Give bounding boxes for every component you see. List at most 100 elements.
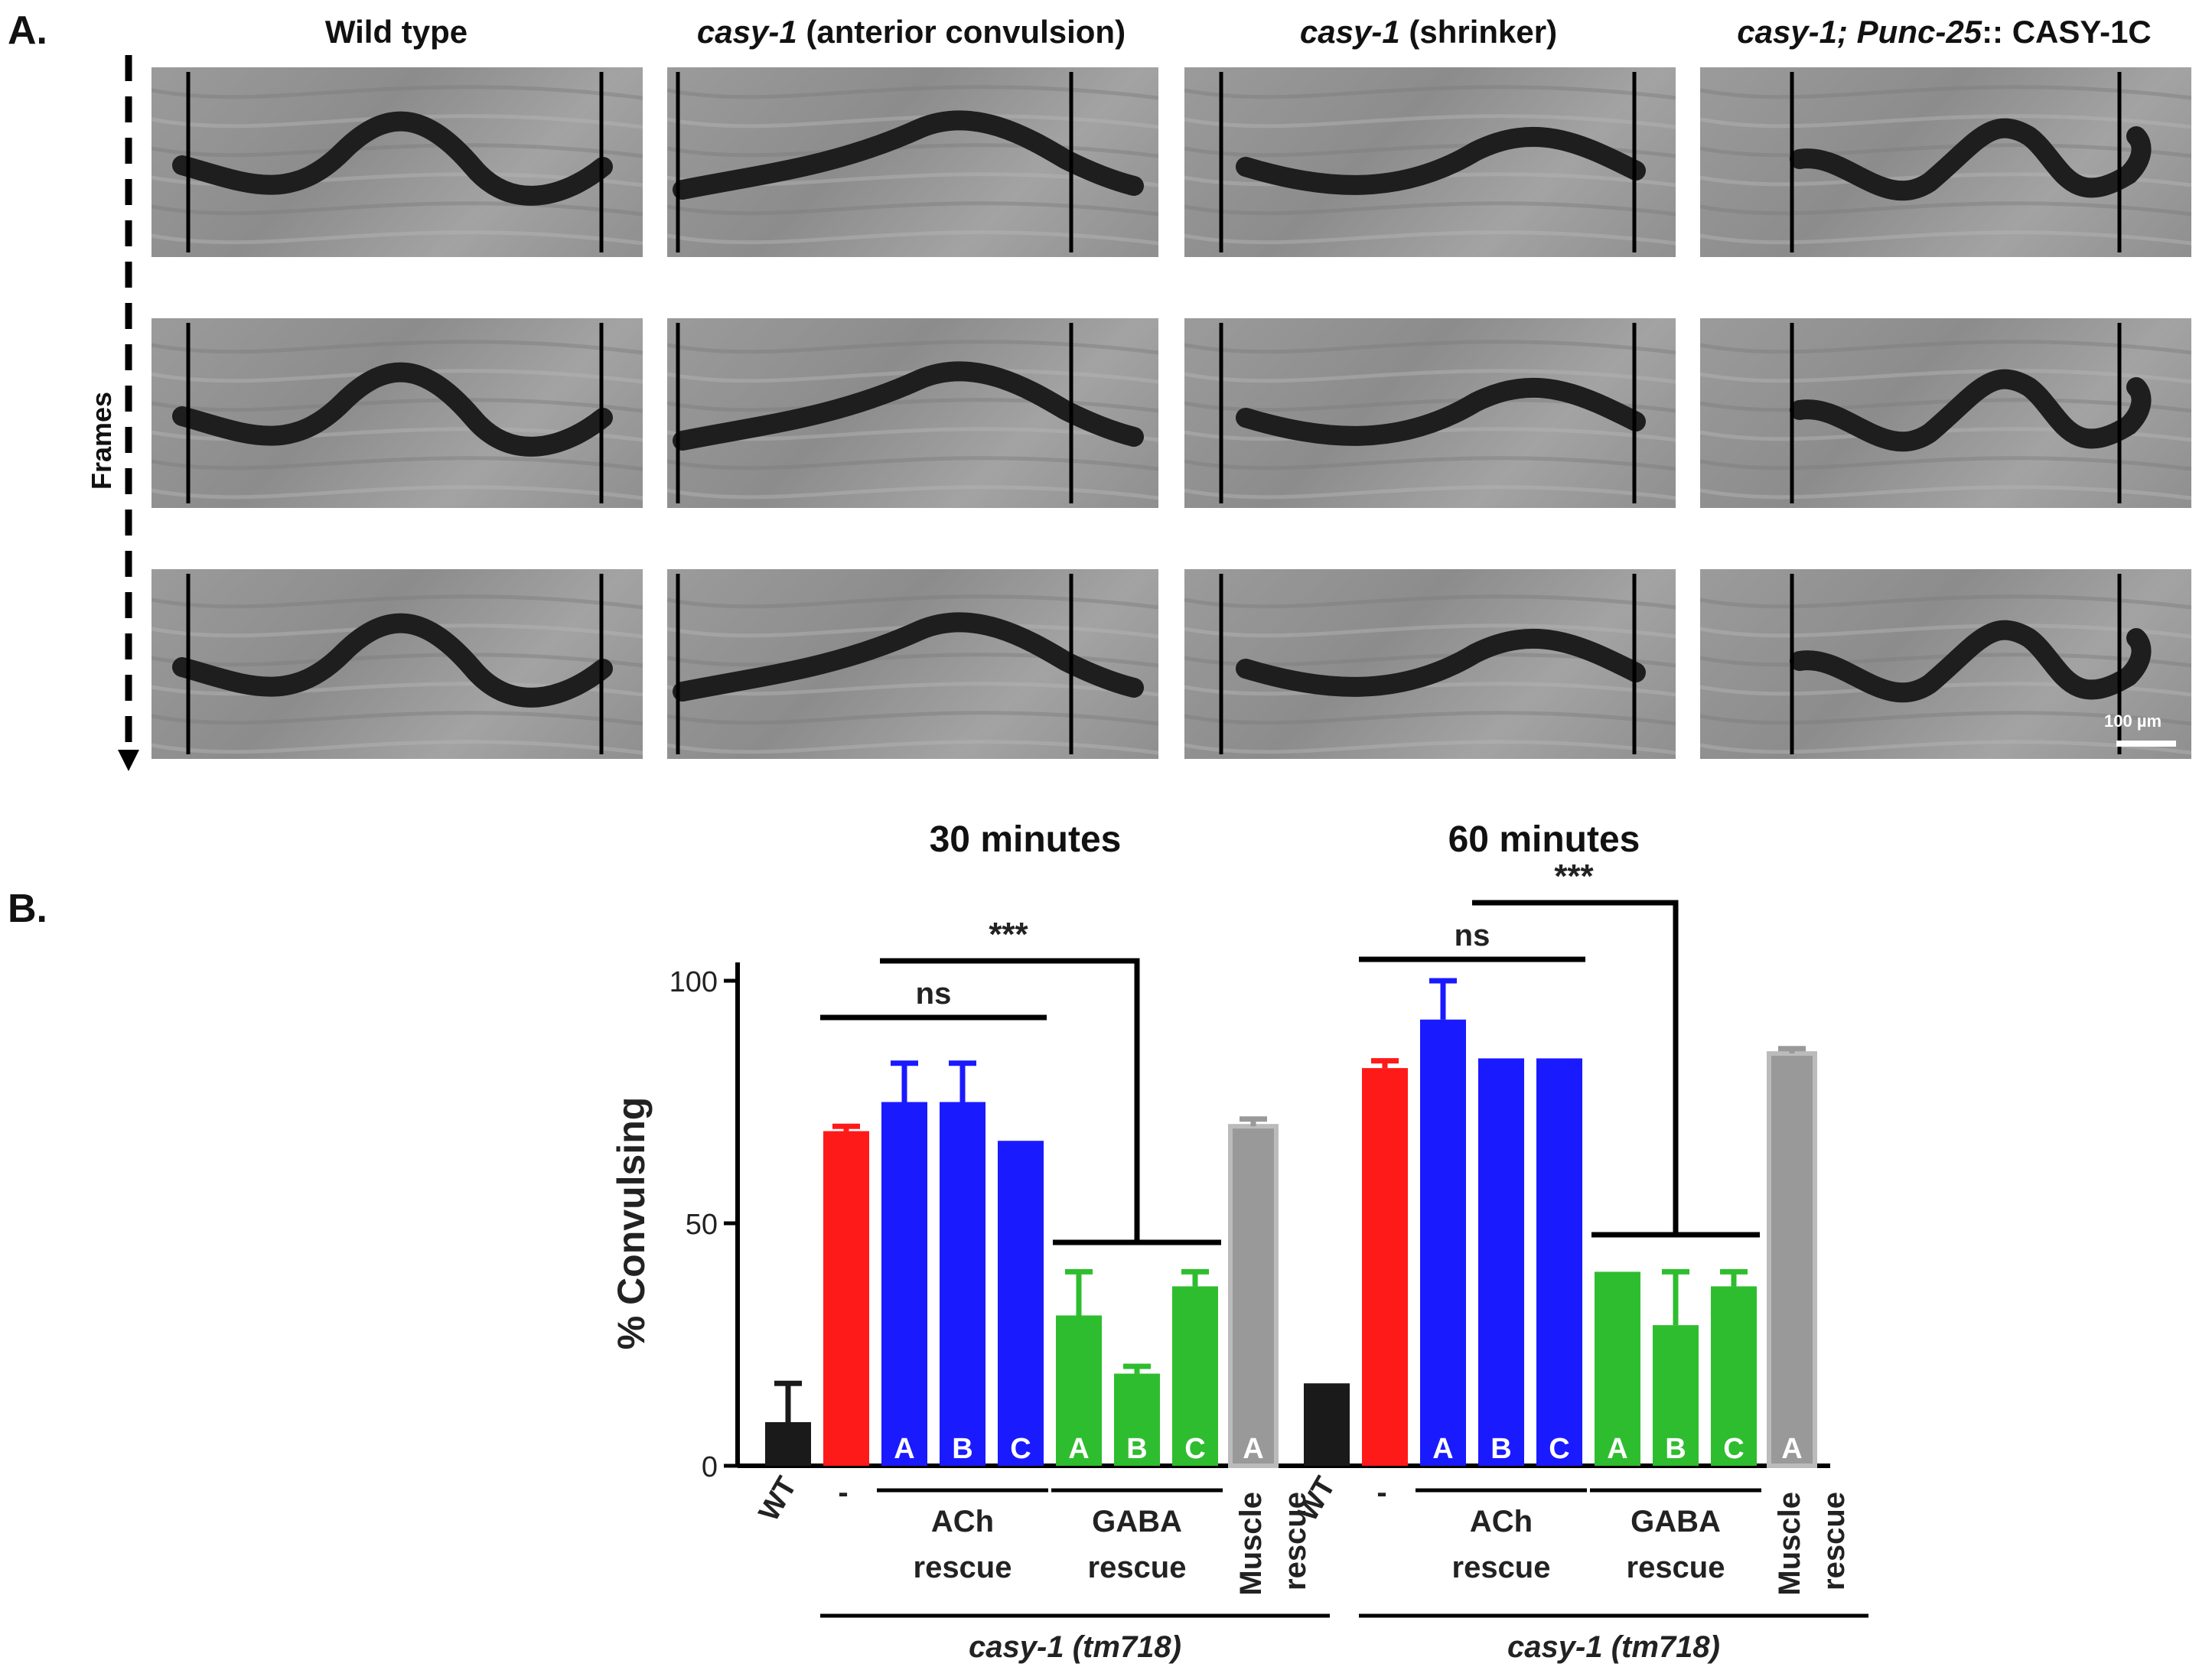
worm-micrograph <box>1700 323 2191 503</box>
agar-texture <box>1700 594 2191 610</box>
agar-texture <box>1700 201 2191 217</box>
agar-texture <box>1700 369 2191 384</box>
group-label-line2: rescue <box>914 1551 1012 1584</box>
agar-texture <box>1700 623 2191 639</box>
bar-letter-label: B <box>952 1433 972 1465</box>
agar-texture <box>1700 653 2191 668</box>
bar-letter-label: C <box>1723 1433 1744 1465</box>
bar-letter-label: C <box>1549 1433 1569 1465</box>
bar-letter-label: A <box>894 1433 914 1465</box>
significance-annotation: *** <box>989 916 1028 953</box>
worm-frame-image <box>667 67 1158 257</box>
column-title-italic: casy-1 <box>696 14 797 50</box>
worm-body <box>1790 118 2152 201</box>
worm-micrograph <box>151 323 643 503</box>
bar-letter-label: A <box>1781 1433 1802 1465</box>
agar-texture <box>667 230 1158 246</box>
column-title-anterior-convulsion: casy-1 (anterior convulsion) <box>666 14 1157 50</box>
group-label-line1: GABA <box>1631 1505 1721 1538</box>
bar <box>1653 1325 1699 1466</box>
worm-body <box>1236 127 1646 195</box>
worm-micrograph <box>667 574 1158 755</box>
worm-frame-image <box>151 67 643 257</box>
agar-texture <box>1700 456 2191 471</box>
worm-body <box>1236 378 1646 446</box>
agar-texture <box>151 114 643 129</box>
column-title-shrinker: casy-1 (shrinker) <box>1183 14 1674 50</box>
agar-texture <box>1700 340 2191 355</box>
agar-texture <box>667 711 1158 726</box>
agar-texture <box>1184 201 1676 217</box>
bar-letter-label: C <box>1184 1433 1205 1465</box>
column-title-italic: casy-1 <box>1299 14 1400 50</box>
bar-letter-label: B <box>1126 1433 1147 1465</box>
bar <box>1056 1315 1102 1466</box>
y-tick-label: 50 <box>686 1209 718 1241</box>
group-label-line1: GABA <box>1092 1505 1182 1538</box>
agar-texture <box>667 485 1158 500</box>
bar <box>1172 1286 1218 1466</box>
ns-annotation: ns <box>916 977 952 1011</box>
agar-texture <box>1184 85 1676 100</box>
bar <box>1114 1373 1160 1466</box>
worm-frame-image <box>1184 318 1676 508</box>
worm-micrograph <box>1700 72 2191 252</box>
bar-letter-label: C <box>1010 1433 1031 1465</box>
significance-connector <box>1472 900 1679 1235</box>
column-title-wild-type: Wild type <box>324 14 468 50</box>
agar-texture <box>1700 485 2191 500</box>
y-axis-label: % Convulsing <box>610 1097 653 1350</box>
group-label-line1: ACh <box>1470 1505 1533 1538</box>
bar-letter-label: A <box>1432 1433 1453 1465</box>
bar <box>1228 1124 1279 1468</box>
agar-texture <box>1700 740 2191 755</box>
group-label-line2: rescue <box>1627 1551 1725 1584</box>
agar-texture <box>151 740 643 755</box>
agar-texture <box>1184 740 1676 755</box>
worm-frame-image <box>1700 318 2191 508</box>
worm-micrograph <box>151 574 643 755</box>
y-tick-label: 0 <box>702 1451 718 1483</box>
panel-a-label: A. <box>8 8 47 53</box>
bar <box>998 1141 1044 1466</box>
worm-micrograph <box>1184 574 1676 755</box>
agar-texture <box>1700 143 2191 158</box>
worm-micrograph <box>667 72 1158 252</box>
agar-texture <box>151 594 643 610</box>
agar-texture <box>1700 230 2191 246</box>
agar-texture <box>1184 485 1676 500</box>
group-label-muscle: Muscle <box>1773 1492 1806 1596</box>
scale-bar-label: 100 µm <box>2104 711 2162 731</box>
agar-texture <box>1184 594 1676 610</box>
bar <box>1362 1068 1408 1466</box>
column-title-casy1c-rescue: casy-1; Punc-25:: CASY-1C <box>1699 14 2190 50</box>
column-title-rest: :: CASY-1C <box>1982 14 2152 50</box>
bar <box>1478 1058 1524 1466</box>
strain-label: casy-1 (tm718) <box>1507 1630 1720 1664</box>
ns-annotation: ns <box>1455 919 1490 952</box>
group-label-rescue: rescue <box>1279 1492 1312 1590</box>
worm-body <box>673 361 1144 451</box>
category-label-dash: - <box>1376 1476 1386 1509</box>
agar-texture <box>151 201 643 217</box>
bar <box>823 1131 869 1466</box>
worm-body <box>673 612 1144 702</box>
bar <box>1595 1271 1640 1466</box>
agar-texture <box>1184 230 1676 246</box>
agar-texture <box>667 85 1158 100</box>
bar <box>881 1102 927 1466</box>
bar-letter-label: A <box>1068 1433 1089 1465</box>
worm-micrograph <box>667 323 1158 503</box>
worm-micrograph <box>151 72 643 252</box>
agar-texture <box>1700 398 2191 413</box>
worm-frame-image <box>151 569 643 759</box>
chart-title-30-minutes: 30 minutes <box>929 819 1122 860</box>
scale-bar <box>2116 741 2176 747</box>
bar <box>1711 1286 1757 1466</box>
agar-texture <box>151 230 643 246</box>
worm-body <box>673 110 1144 200</box>
agar-texture <box>667 623 1158 639</box>
significance-connector <box>880 958 1140 1242</box>
worm-frame-image <box>1700 67 2191 257</box>
agar-texture <box>667 340 1158 355</box>
